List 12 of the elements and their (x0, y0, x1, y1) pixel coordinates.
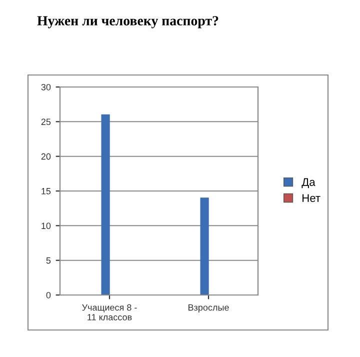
y-tick-label: 20 (41, 153, 51, 160)
y-tick-label: 0 (46, 292, 51, 298)
x-tick-label: Учащиеся 8 - 11 классов (82, 304, 137, 320)
x-tick-label: Взрослые (188, 304, 229, 312)
legend-label: Да (302, 178, 316, 188)
legend-label: Нет (302, 194, 320, 202)
y-tick-label: 10 (42, 222, 51, 230)
chart-title: Нужен ли человеку паспорт? (37, 16, 218, 28)
y-tick-label: 5 (46, 257, 51, 264)
y-tick-label: 25 (41, 118, 51, 126)
y-tick-label: 15 (42, 188, 51, 194)
y-tick-label: 30 (41, 84, 51, 90)
